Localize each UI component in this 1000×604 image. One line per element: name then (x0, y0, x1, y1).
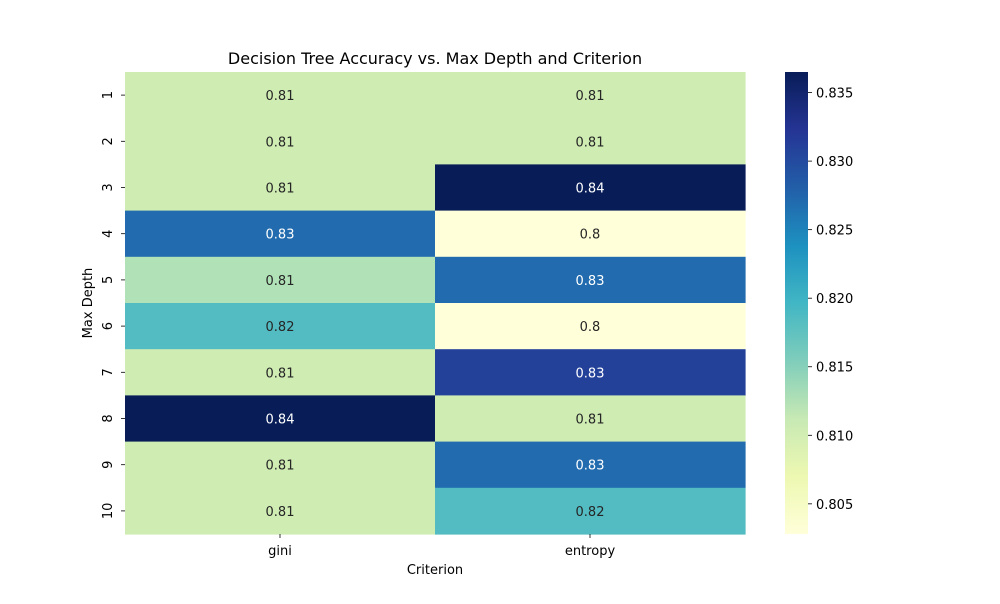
heatmap-cell (125, 164, 436, 212)
y-tick-label: 5 (101, 276, 116, 284)
colorbar: 0.805 0.810 0.815 0.820 0.825 0.830 0.835 (785, 72, 853, 534)
y-axis-label: Max Depth (81, 268, 96, 339)
y-tick-label: 1 (101, 91, 116, 99)
cell-annotation: 0.81 (576, 135, 605, 150)
cell-annotation: 0.83 (576, 459, 605, 474)
y-tick-label: 9 (101, 461, 116, 469)
heatmap-cells (125, 72, 746, 535)
heatmap-cell (125, 72, 436, 119)
heatmap-cell (435, 256, 746, 304)
cell-annotation: 0.84 (266, 413, 295, 428)
colorbar-tick-label: 0.810 (816, 429, 853, 444)
y-axis-ticks: 1 2 3 4 5 6 7 8 9 10 (101, 91, 125, 519)
cell-annotation: 0.83 (576, 274, 605, 289)
y-tick-label: 4 (101, 230, 116, 238)
heatmap-cell (125, 210, 436, 258)
heatmap-cell (435, 395, 746, 443)
colorbar-tick-label: 0.830 (816, 155, 853, 170)
x-tick-label: gini (268, 544, 292, 559)
cell-annotation: 0.82 (266, 320, 295, 335)
x-axis-ticks: gini entropy (268, 534, 615, 559)
heatmap-cell (435, 118, 746, 165)
colorbar-ticks: 0.805 0.810 0.815 0.820 0.825 0.830 0.835 (808, 87, 853, 513)
heatmap-cell (125, 395, 436, 443)
cell-annotation: 0.84 (576, 182, 605, 197)
cell-annotation: 0.81 (576, 413, 605, 428)
cell-annotation: 0.81 (576, 89, 605, 104)
heatmap-cell (435, 164, 746, 212)
y-tick-label: 10 (101, 503, 116, 520)
colorbar-tick-label: 0.815 (816, 361, 853, 376)
y-tick-label: 8 (101, 414, 116, 422)
cell-annotation: 0.82 (576, 505, 605, 520)
cell-annotation: 0.81 (266, 366, 295, 381)
cell-annotation: 0.81 (266, 505, 295, 520)
colorbar-tick-label: 0.835 (816, 87, 853, 102)
cell-annotation: 0.81 (266, 274, 295, 289)
heatmap-cell (125, 256, 436, 304)
cell-annotation: 0.81 (266, 182, 295, 197)
y-tick-label: 2 (101, 137, 116, 145)
heatmap-cell (125, 118, 436, 165)
heatmap-cell (435, 303, 746, 350)
cell-annotation: 0.81 (266, 459, 295, 474)
chart-title: Decision Tree Accuracy vs. Max Depth and… (228, 49, 642, 68)
cell-annotation: 0.81 (266, 89, 295, 104)
colorbar-tick-label: 0.820 (816, 292, 853, 307)
cell-annotation: 0.83 (266, 228, 295, 243)
heatmap-cell (125, 441, 436, 489)
heatmap-cell (125, 349, 436, 396)
y-tick-label: 7 (101, 368, 116, 376)
y-tick-label: 6 (101, 322, 116, 330)
heatmap-cell (125, 487, 436, 535)
heatmap-cell (435, 72, 746, 119)
heatmap-cell (435, 487, 746, 535)
heatmap-cell (125, 303, 436, 350)
x-tick-label: entropy (565, 544, 616, 559)
heatmap-cell (435, 441, 746, 489)
colorbar-gradient (785, 72, 808, 534)
cell-annotations: 0.81 0.81 0.81 0.81 0.81 0.84 0.83 0.8 0.81 0.83 0… (266, 89, 605, 520)
y-tick-label: 3 (101, 183, 116, 191)
cell-annotation: 0.8 (580, 228, 601, 243)
heatmap-cell (435, 210, 746, 258)
x-axis-label: Criterion (407, 563, 463, 578)
heatmap-cell (435, 349, 746, 396)
cell-annotation: 0.8 (580, 320, 601, 335)
cell-annotation: 0.83 (576, 366, 605, 381)
colorbar-tick-label: 0.825 (816, 224, 853, 239)
colorbar-tick-label: 0.805 (816, 498, 853, 513)
cell-annotation: 0.81 (266, 135, 295, 150)
